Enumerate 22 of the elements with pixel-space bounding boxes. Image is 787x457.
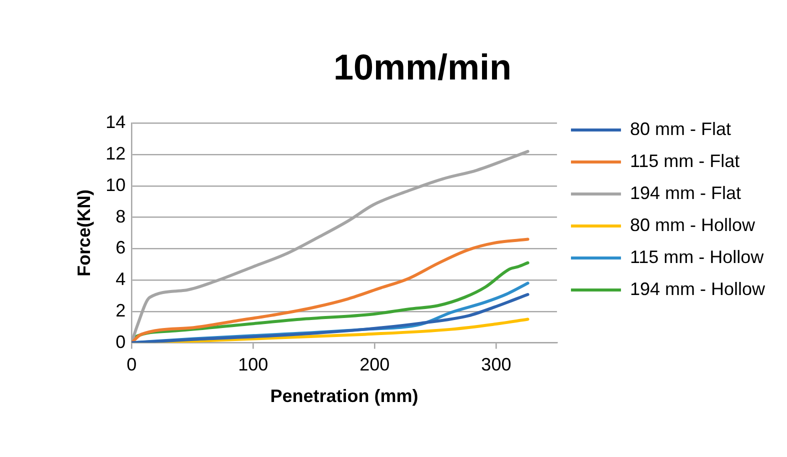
legend-label: 115 mm - Flat: [630, 150, 740, 171]
y-tick-label: 14: [106, 112, 126, 132]
x-tick-label: 100: [238, 354, 268, 375]
x-tick-label: 200: [360, 354, 390, 375]
chart-title: 10mm/min: [333, 46, 512, 88]
legend-label: 80 mm - Flat: [630, 118, 731, 139]
y-tick-label: 10: [106, 174, 126, 195]
legend-label: 194 mm - Hollow: [630, 278, 766, 299]
y-tick-label: 4: [116, 269, 126, 290]
y-tick-label: 12: [106, 144, 126, 164]
y-tick-label: 8: [116, 206, 126, 226]
x-axis-title: Penetration (mm): [270, 386, 418, 406]
legend-label: 80 mm - Hollow: [630, 214, 756, 235]
y-tick-label: 6: [116, 238, 126, 258]
y-axis-title: Force(KN): [74, 189, 94, 277]
y-tick-label: 2: [116, 300, 126, 320]
legend-label: 194 mm - Flat: [630, 182, 741, 203]
line-series: [132, 238, 530, 343]
x-tick-label: 300: [481, 354, 512, 375]
legend-label: 115 mm - Hollow: [630, 246, 765, 267]
y-tick-label: 0: [116, 332, 126, 352]
line-series: [132, 292, 530, 343]
